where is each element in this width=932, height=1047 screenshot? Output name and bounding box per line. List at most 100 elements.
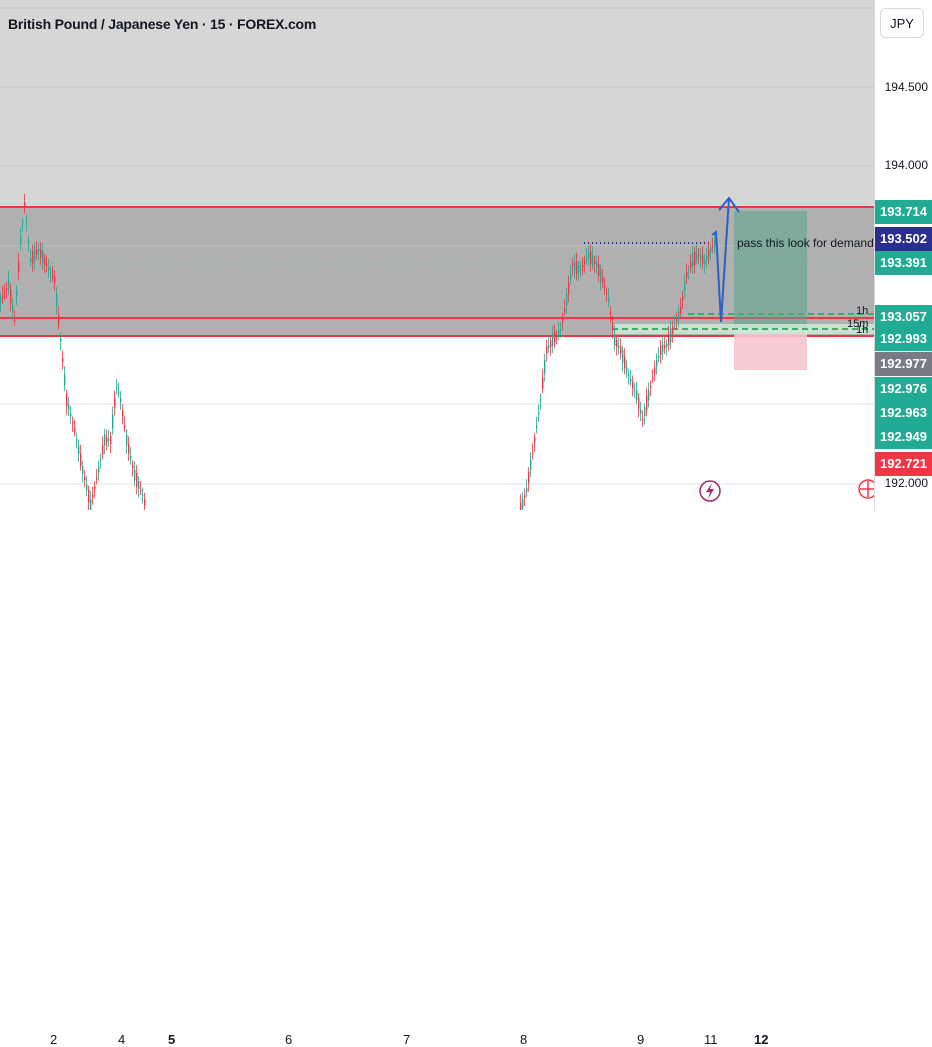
candle-body [540, 399, 542, 401]
candle-body [560, 329, 562, 331]
time-axis[interactable]: 2 4 5 6 7 8 9 11 12 [0, 510, 874, 1047]
candle-body [648, 389, 650, 401]
candle-body [104, 434, 106, 446]
candle-body [134, 469, 136, 481]
candle-body [106, 437, 108, 443]
price-label: 194.000 [884, 158, 928, 172]
candle-body [118, 391, 120, 394]
candle-body [68, 405, 70, 410]
candle-body [686, 272, 688, 278]
symbol-title[interactable]: British Pound / Japanese Yen · 15 · FORE… [8, 16, 317, 32]
candle-body [142, 494, 144, 496]
candle-body [652, 378, 654, 380]
price-badge: 192.993 [875, 327, 932, 351]
candle-body [624, 356, 626, 369]
candle-body [660, 345, 662, 355]
candle-body [710, 248, 712, 252]
candle-body [126, 434, 128, 446]
candle-body [90, 499, 92, 510]
candle-body [670, 327, 672, 343]
candle-body [694, 251, 696, 266]
price-badge: 193.714 [875, 200, 932, 224]
candle-body [616, 339, 618, 347]
candle-body [626, 367, 628, 371]
candle-body [602, 277, 604, 283]
time-label: 7 [403, 1032, 411, 1047]
candle-body [52, 275, 54, 278]
candle-body [140, 489, 142, 491]
time-label: 8 [520, 1032, 528, 1047]
candle-body [706, 255, 708, 261]
candle-body [16, 290, 18, 297]
price-badge: 192.977 [875, 352, 932, 376]
stop-zone[interactable] [734, 328, 807, 370]
candle-body [14, 318, 16, 322]
time-label: 12 [754, 1032, 769, 1047]
candle-body [76, 439, 78, 441]
candle-body [12, 304, 14, 312]
price-badge: 193.502 [875, 227, 932, 251]
candle-body [572, 263, 574, 267]
price-chart[interactable] [0, 0, 874, 510]
chart-canvas[interactable]: British Pound / Japanese Yen · 15 · FORE… [0, 0, 874, 510]
candle-body [698, 254, 700, 256]
candle-body [594, 260, 596, 265]
candle-body [74, 428, 76, 432]
price-badge: 193.057 [875, 305, 932, 329]
candle-body [604, 285, 606, 288]
target-zone[interactable] [734, 211, 807, 328]
candle-body [44, 257, 46, 265]
candle-body [662, 344, 664, 353]
candle-body [570, 274, 572, 279]
price-badge: 192.976 [875, 377, 932, 401]
candle-body [8, 279, 10, 291]
candle-body [580, 269, 582, 271]
candle-body [538, 412, 540, 415]
candle-body [114, 398, 116, 409]
candle-body [674, 324, 676, 326]
candle-body [586, 257, 588, 261]
time-label: 6 [285, 1032, 293, 1047]
candle-body [88, 489, 90, 503]
candle-body [562, 318, 564, 322]
candle-body [62, 358, 64, 362]
candle-body [120, 398, 122, 402]
candle-body [48, 266, 50, 271]
tf-label-1h: 1h [856, 305, 869, 317]
candle-body [678, 311, 680, 319]
candle-body [34, 248, 36, 262]
candlestick-series [0, 193, 716, 510]
candle-body [614, 334, 616, 346]
upper-shaded-area [0, 0, 874, 207]
candle-body [666, 343, 668, 347]
candle-body [100, 459, 102, 461]
candle-body [530, 459, 532, 471]
price-badge: 192.963 [875, 401, 932, 425]
candle-body [78, 446, 80, 454]
candle-body [564, 308, 566, 312]
candle-body [24, 202, 26, 208]
candle-body [544, 360, 546, 374]
flash-icon[interactable] [699, 480, 721, 502]
time-label: 5 [168, 1032, 176, 1047]
projection-arrow-path[interactable] [711, 197, 730, 323]
candle-body [548, 345, 550, 348]
candle-body [0, 297, 2, 303]
candle-body [668, 334, 670, 346]
candle-body [714, 239, 716, 247]
candle-body [606, 293, 608, 295]
candle-body [640, 409, 642, 414]
flag-icon[interactable] [858, 479, 874, 499]
candle-body [546, 346, 548, 354]
candle-body [596, 262, 598, 268]
candle-body [4, 291, 6, 294]
price-label: 194.500 [884, 80, 928, 94]
candle-body [708, 249, 710, 259]
candle-body [112, 414, 114, 429]
candle-body [56, 293, 58, 307]
candle-body [54, 277, 56, 283]
currency-selector[interactable]: JPY [880, 8, 924, 38]
annotation-note[interactable]: pass this look for demand [737, 236, 874, 250]
candle-body [690, 262, 692, 268]
candle-body [60, 338, 62, 342]
